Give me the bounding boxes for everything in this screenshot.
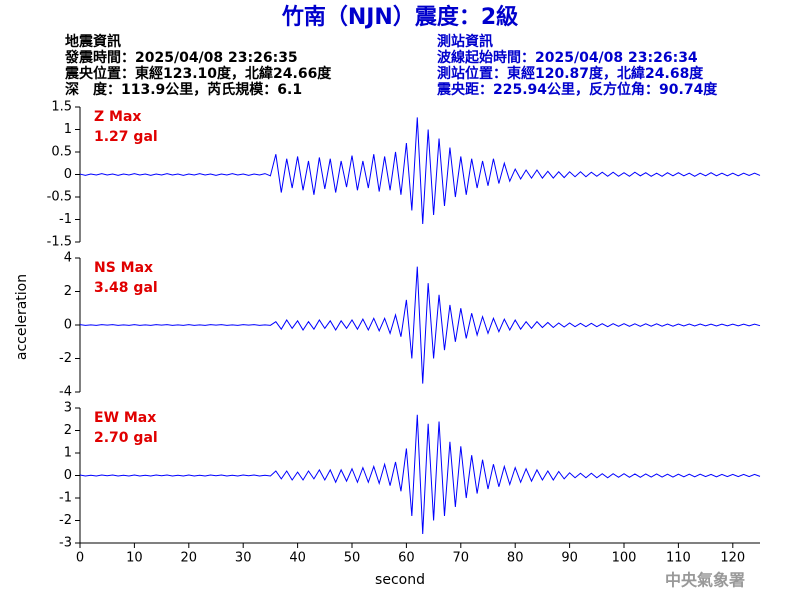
waveform: [79, 117, 761, 225]
chart-title: 竹南（NJN）震度：2級: [281, 4, 518, 30]
waveform: [79, 266, 761, 384]
waveform: [79, 414, 761, 535]
annotation: 3.48 gal: [94, 280, 158, 296]
x-tick-label: 70: [453, 551, 470, 566]
info-line: 震央距：225.94公里，反方位角：90.74度: [436, 81, 718, 98]
x-tick-label: 20: [181, 551, 198, 566]
x-tick-label: 50: [344, 551, 361, 566]
y-tick-label: -3: [59, 536, 72, 551]
annotation: NS Max: [94, 260, 153, 276]
y-tick-label: -1.5: [47, 235, 72, 250]
y-tick-label: 1.5: [51, 100, 72, 115]
y-tick-label: 0.5: [51, 145, 72, 160]
x-tick-label: 0: [76, 551, 84, 566]
y-tick-label: 1: [64, 446, 72, 461]
y-axis-label: acceleration: [14, 274, 30, 360]
x-tick-label: 100: [612, 551, 637, 566]
y-tick-label: 0: [64, 468, 72, 483]
x-tick-label: 110: [666, 551, 691, 566]
y-tick-label: 3: [64, 401, 72, 416]
y-tick-label: 2: [64, 423, 72, 438]
y-tick-label: 2: [64, 284, 72, 299]
annotation: 1.27 gal: [94, 129, 158, 145]
y-tick-label: -0.5: [47, 190, 72, 205]
info-line: 發震時間：2025/04/08 23:26:35: [64, 49, 298, 66]
x-tick-label: 120: [720, 551, 745, 566]
y-tick-label: -1: [59, 491, 72, 506]
x-tick-label: 60: [398, 551, 415, 566]
info-line: 測站資訊: [437, 33, 493, 50]
info-line: 震央位置：東經123.10度，北緯24.66度: [64, 65, 332, 82]
annotation: 2.70 gal: [94, 430, 158, 446]
y-tick-label: -2: [59, 513, 72, 528]
x-tick-label: 40: [289, 551, 306, 566]
x-tick-label: 80: [507, 551, 524, 566]
x-tick-label: 90: [561, 551, 578, 566]
y-tick-label: 0: [64, 318, 72, 333]
info-line: 地震資訊: [65, 33, 121, 50]
info-line: 深 度：113.9公里，芮氏規模：6.1: [65, 81, 302, 98]
info-line: 波線起始時間：2025/04/08 23:26:34: [437, 49, 698, 66]
x-tick-label: 30: [235, 551, 252, 566]
x-tick-label: 10: [126, 551, 143, 566]
y-tick-label: 4: [64, 251, 72, 266]
y-tick-label: -1: [59, 212, 72, 227]
y-tick-label: -4: [59, 385, 72, 400]
annotation: EW Max: [94, 410, 156, 426]
footer: 中央氣象署: [665, 571, 745, 590]
annotation: Z Max: [94, 109, 141, 125]
y-tick-label: -2: [59, 351, 72, 366]
x-axis-label: second: [375, 572, 425, 588]
y-tick-label: 1: [64, 122, 72, 137]
info-line: 測站位置：東經120.87度，北緯24.68度: [437, 65, 704, 82]
y-tick-label: 0: [64, 167, 72, 182]
